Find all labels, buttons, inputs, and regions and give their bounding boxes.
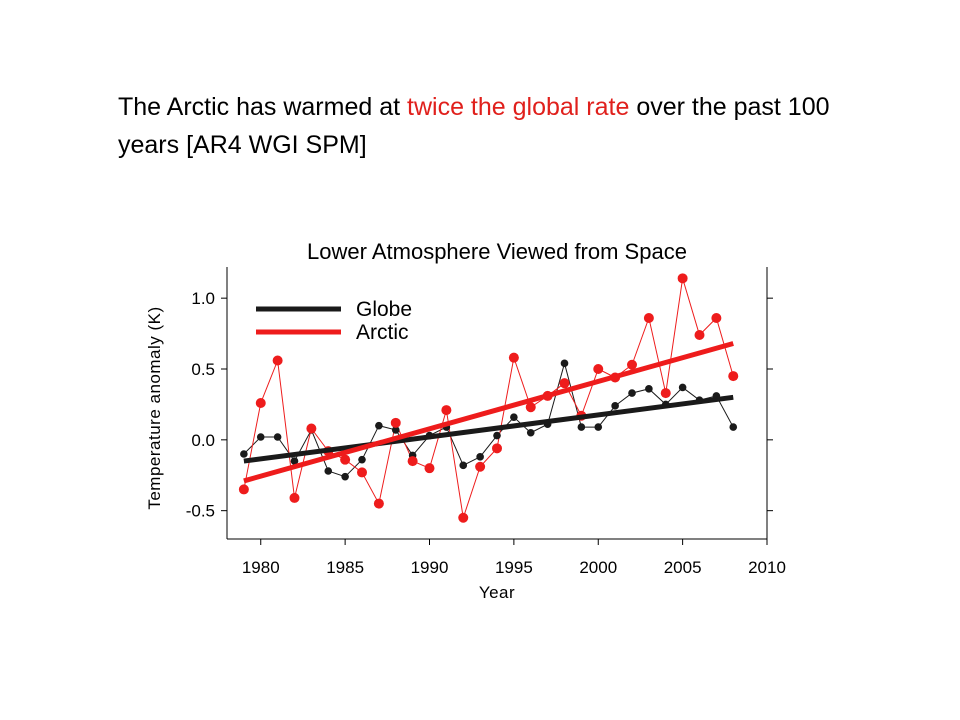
arctic-series-line	[243, 278, 734, 518]
arctic-data-point	[289, 492, 300, 503]
arctic-data-point	[373, 498, 384, 509]
x-tick-label: 1990	[411, 558, 449, 577]
arctic-data-point	[492, 443, 502, 454]
globe-data-point	[256, 433, 265, 441]
arctic-data-point	[255, 398, 266, 408]
arctic-data-point	[711, 313, 722, 323]
legend-label-globe: Globe	[356, 298, 412, 321]
globe-data-point	[611, 402, 619, 410]
arctic-data-point	[643, 313, 654, 323]
globe-data-point	[459, 461, 468, 470]
x-axis-label: Year	[479, 583, 515, 602]
arctic-data-point	[593, 364, 604, 374]
arctic-data-point	[340, 454, 351, 465]
axis-ticks: 1980 1985 1990 1995 2000 2005 2010 -0.5 0.0 0.5 1.…	[186, 289, 786, 577]
arctic-data-point	[559, 378, 570, 389]
x-tick-label: 2000	[579, 558, 617, 577]
globe-data-point	[678, 383, 687, 392]
globe-data-point	[290, 457, 299, 465]
series-points	[238, 273, 739, 523]
arctic-data-point	[458, 512, 469, 523]
arctic-data-point	[508, 352, 519, 363]
arctic-data-point	[728, 371, 739, 382]
arctic-data-point	[694, 330, 705, 340]
trend-lines	[243, 341, 734, 484]
globe-data-point	[628, 389, 636, 397]
y-tick-label: 0.5	[191, 360, 215, 379]
x-tick-label: 1995	[495, 558, 533, 577]
globe-data-point	[324, 467, 333, 475]
y-axis-label: Temperature anomaly (K)	[145, 306, 164, 509]
x-tick-label: 2005	[664, 558, 702, 577]
globe-data-point	[526, 428, 535, 437]
headline-part1: The Arctic has warmed at	[118, 93, 408, 121]
x-tick-label: 1980	[242, 558, 280, 577]
arctic-data-point	[357, 467, 367, 478]
arctic-data-point	[424, 463, 435, 474]
headline: The Arctic has warmed at twice the globa…	[118, 88, 858, 164]
arctic-data-point	[390, 417, 401, 428]
globe-trend-line	[243, 394, 734, 464]
globe-data-point	[493, 431, 501, 440]
arctic-data-point	[407, 456, 418, 467]
globe-data-point	[577, 423, 586, 431]
series-lines	[243, 278, 734, 518]
legend-label-arctic: Arctic	[356, 321, 409, 344]
globe-data-point	[729, 423, 738, 431]
chart-title: Lower Atmosphere Viewed from Space	[307, 239, 687, 264]
arctic-data-point	[660, 388, 671, 399]
arctic-data-point	[441, 405, 452, 416]
legend: Globe Arctic	[256, 298, 412, 344]
y-tick-label: 1.0	[191, 289, 215, 308]
globe-data-point	[375, 421, 383, 430]
globe-data-point	[476, 453, 484, 461]
headline-part2: over the past 100 years [AR4 WGI SPM]	[118, 93, 830, 159]
globe-data-point	[510, 413, 518, 421]
globe-data-point	[391, 426, 400, 434]
globe-data-point	[358, 455, 366, 464]
globe-data-point	[341, 472, 349, 481]
arctic-data-point	[238, 484, 249, 495]
globe-data-point	[560, 359, 569, 368]
arctic-data-point	[306, 423, 317, 434]
plot-frame	[226, 267, 768, 540]
arctic-trend-line	[243, 341, 734, 484]
arctic-data-point	[627, 359, 637, 370]
x-tick-label: 1985	[326, 558, 364, 577]
globe-data-point	[594, 423, 603, 431]
globe-series-line	[243, 361, 734, 478]
arctic-data-point	[525, 402, 536, 413]
y-tick-label: 0.0	[191, 431, 215, 450]
arctic-data-point	[272, 355, 283, 366]
y-tick-label: -0.5	[186, 502, 215, 521]
headline-highlight: twice the global rate	[407, 93, 630, 121]
arctic-data-point	[677, 273, 688, 284]
globe-data-point	[273, 433, 282, 441]
globe-data-point	[645, 385, 653, 393]
globe-data-point	[240, 450, 248, 458]
x-tick-label: 2010	[748, 558, 786, 577]
arctic-data-point	[475, 461, 486, 472]
